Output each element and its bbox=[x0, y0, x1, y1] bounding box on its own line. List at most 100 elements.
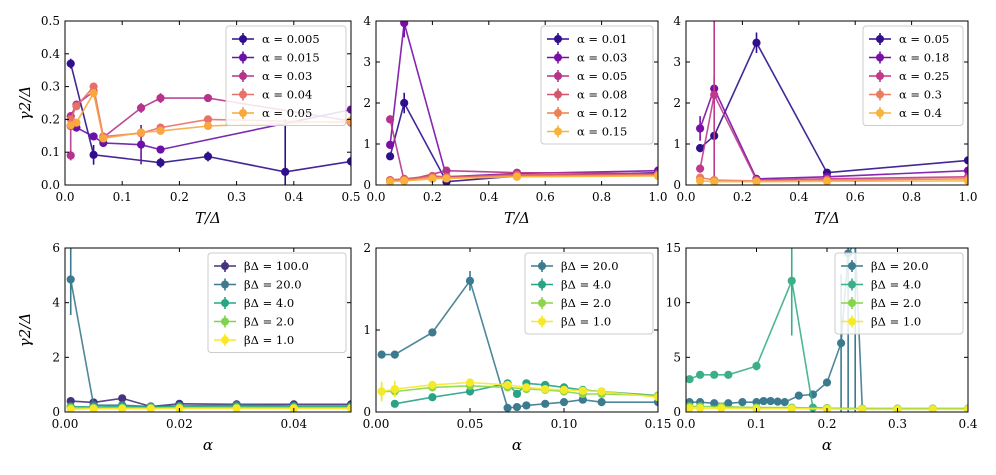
x-tick-label: 0.4 bbox=[789, 190, 808, 204]
data-point bbox=[118, 394, 127, 403]
legend: βΔ = 20.0 βΔ = 4.0 βΔ = 2.0 βΔ = 1.0 bbox=[834, 252, 964, 335]
y-tick-label: 0 bbox=[363, 178, 371, 192]
series-6 bbox=[386, 171, 658, 185]
y-tick-label: 0.3 bbox=[41, 80, 60, 94]
data-point bbox=[465, 387, 475, 396]
legend-marker bbox=[239, 90, 247, 99]
data-point bbox=[928, 405, 937, 412]
data-point bbox=[66, 151, 75, 160]
y-tick-label: 0.5 bbox=[41, 14, 60, 28]
legend-label: βΔ = 20.0 bbox=[871, 259, 929, 273]
x-tick-label: 0.8 bbox=[592, 190, 611, 204]
legend-item: βΔ = 4.0 bbox=[841, 278, 921, 292]
data-point bbox=[386, 115, 395, 124]
y-tick-label: 1 bbox=[363, 137, 371, 151]
data-point bbox=[428, 380, 437, 390]
legend-marker bbox=[876, 90, 884, 99]
legend-label: α = 0.08 bbox=[577, 88, 627, 102]
data-point bbox=[780, 398, 789, 407]
legend-label: α = 0.05 bbox=[899, 32, 949, 46]
data-point bbox=[766, 396, 775, 406]
legend-label: α = 0.03 bbox=[262, 69, 312, 83]
data-point bbox=[512, 172, 522, 181]
legend-label: α = 0.005 bbox=[262, 32, 320, 46]
data-point bbox=[773, 397, 782, 406]
data-point bbox=[759, 396, 768, 406]
data-point bbox=[136, 103, 146, 113]
data-point bbox=[66, 59, 75, 68]
legend-item: βΔ = 4.0 bbox=[531, 278, 611, 292]
x-tick-label: 0.05 bbox=[457, 417, 484, 431]
legend-label: βΔ = 1.0 bbox=[244, 333, 294, 347]
y-tick-label: 3 bbox=[673, 55, 681, 69]
data-point bbox=[390, 384, 399, 394]
legend-item: α = 0.03 bbox=[232, 69, 312, 83]
x-tick-label: 0.1 bbox=[113, 190, 132, 204]
legend-box bbox=[834, 252, 964, 335]
legend-marker bbox=[538, 299, 546, 307]
data-point bbox=[822, 378, 832, 387]
data-point bbox=[503, 380, 512, 390]
data-point bbox=[559, 385, 569, 394]
y-tick-label: 0.2 bbox=[41, 112, 60, 126]
legend-label: βΔ = 4.0 bbox=[244, 296, 294, 310]
data-point bbox=[428, 393, 437, 402]
series-4 bbox=[377, 378, 658, 402]
series-4 bbox=[686, 404, 968, 412]
legend: βΔ = 100.0 βΔ = 20.0 βΔ = 4.0 βΔ = 2.0 βΔ = … bbox=[207, 252, 347, 353]
y-tick-label: 0.0 bbox=[41, 178, 60, 192]
legend-label: βΔ = 2.0 bbox=[244, 315, 294, 329]
series-1 bbox=[377, 270, 658, 412]
data-point bbox=[541, 399, 550, 408]
legend-label: βΔ = 1.0 bbox=[561, 315, 611, 329]
data-point bbox=[156, 158, 165, 167]
data-point bbox=[653, 171, 658, 181]
legend-marker bbox=[538, 280, 546, 289]
data-point bbox=[522, 401, 531, 410]
legend-marker bbox=[848, 317, 856, 326]
data-point bbox=[66, 275, 75, 284]
legend-marker bbox=[876, 109, 884, 117]
legend-item: α = 0.18 bbox=[869, 51, 949, 65]
y-axis-label-bottom: γ2/Δ bbox=[16, 313, 34, 347]
legend-marker bbox=[848, 299, 856, 307]
data-point bbox=[696, 164, 705, 173]
legend-item: βΔ = 2.0 bbox=[214, 315, 294, 329]
data-point bbox=[653, 393, 658, 402]
y-tick-label: 0 bbox=[673, 405, 681, 419]
data-point bbox=[156, 93, 165, 103]
data-point bbox=[390, 350, 399, 359]
data-point bbox=[465, 276, 475, 285]
data-point bbox=[963, 156, 968, 165]
data-point bbox=[136, 128, 146, 137]
legend-label: α = 0.18 bbox=[899, 51, 949, 65]
legend-label: βΔ = 100.0 bbox=[244, 259, 309, 273]
data-point bbox=[428, 328, 437, 337]
data-point bbox=[89, 82, 98, 91]
x-tick-label: 0.4 bbox=[479, 190, 498, 204]
legend-marker bbox=[221, 262, 229, 270]
legend-item: βΔ = 2.0 bbox=[841, 296, 921, 310]
data-point bbox=[710, 370, 719, 379]
series-5 bbox=[696, 176, 968, 185]
data-point bbox=[377, 350, 386, 359]
data-point bbox=[386, 140, 395, 149]
x-tick-label: 0.0 bbox=[676, 190, 695, 204]
x-axis-label: α bbox=[512, 436, 522, 454]
legend-item: α = 0.05 bbox=[232, 106, 312, 120]
legend-label: βΔ = 1.0 bbox=[871, 315, 921, 329]
series-5 bbox=[66, 404, 351, 412]
data-point bbox=[442, 174, 451, 183]
data-point bbox=[724, 399, 733, 408]
x-tick-label: 0.4 bbox=[284, 190, 303, 204]
data-point bbox=[858, 405, 867, 412]
y-tick-label: 2 bbox=[673, 96, 681, 110]
y-tick-label: 10 bbox=[666, 296, 681, 310]
legend-label: α = 0.25 bbox=[899, 69, 949, 83]
legend-item: α = 0.015 bbox=[232, 51, 320, 65]
legend-item: α = 0.08 bbox=[547, 88, 627, 102]
y-tick-label: 2 bbox=[363, 241, 371, 255]
data-point bbox=[72, 118, 81, 127]
